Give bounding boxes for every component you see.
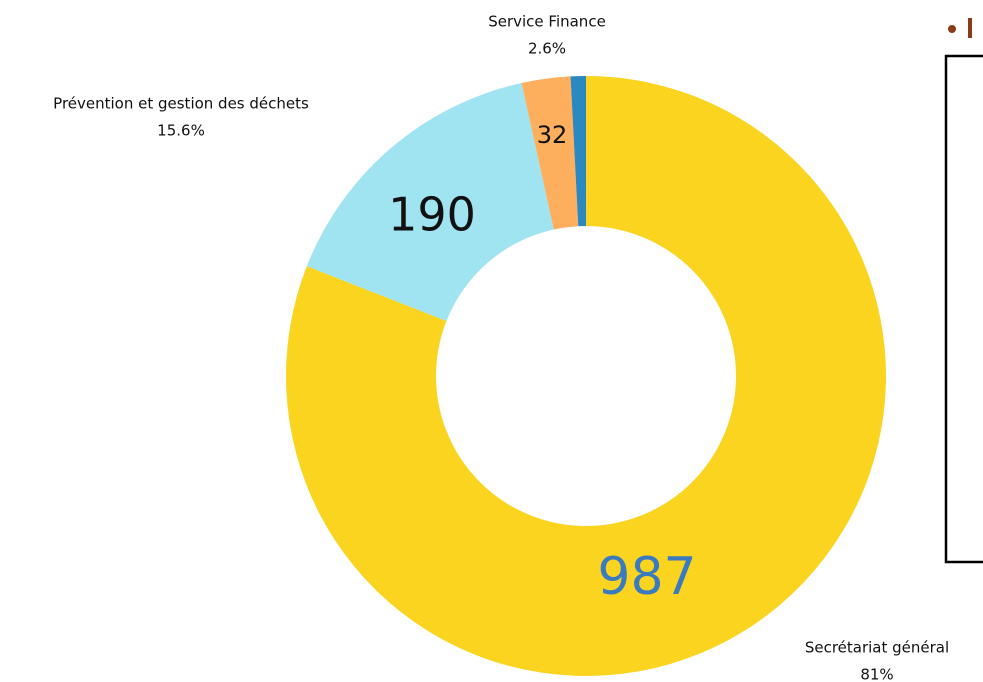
category-label: Prévention et gestion des déchets bbox=[53, 95, 309, 113]
value-label: 190 bbox=[388, 188, 476, 242]
donut-slice bbox=[286, 76, 886, 676]
category-label: Service Finance bbox=[488, 13, 606, 31]
percent-label: 15.6% bbox=[157, 122, 205, 140]
cropped-text bbox=[968, 18, 972, 38]
value-label: 32 bbox=[537, 121, 568, 149]
donut-slice bbox=[570, 76, 586, 227]
legend-bullet bbox=[948, 25, 956, 33]
donut-slice bbox=[521, 76, 579, 230]
percent-label: 2.6% bbox=[528, 40, 566, 58]
side-panel bbox=[944, 54, 983, 564]
percent-label: 81% bbox=[860, 666, 893, 682]
donut-slice bbox=[306, 83, 554, 322]
value-label: 987 bbox=[597, 547, 696, 607]
category-label: Secrétariat général bbox=[805, 639, 949, 657]
